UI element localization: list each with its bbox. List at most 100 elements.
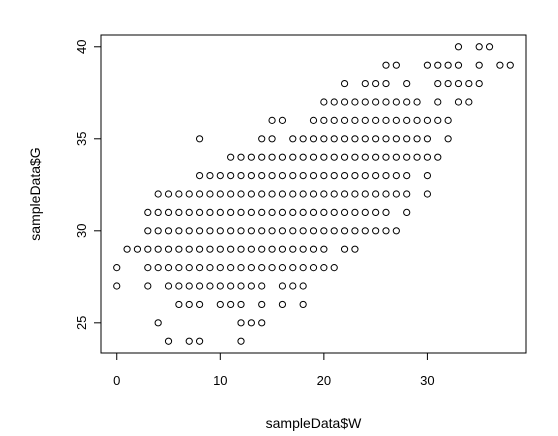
data-point [216,245,224,253]
data-point [382,171,390,180]
data-point [175,300,183,309]
data-point [258,190,266,198]
data-point [175,264,183,272]
data-point [206,190,214,198]
data-point [413,116,421,124]
data-point [278,153,287,161]
data-point [195,190,204,198]
data-point [444,79,452,88]
data-point [382,153,390,161]
data-point [340,208,349,217]
data-point [465,98,473,106]
data-point [309,245,318,253]
data-point [258,135,266,143]
data-point [372,116,380,124]
data-point [309,116,318,124]
data-point [309,135,318,143]
data-point [268,116,276,124]
data-point [216,264,224,272]
data-point [164,190,173,198]
data-point [164,227,173,235]
data-point [320,171,328,180]
data-point [382,208,390,217]
data-point [330,227,338,235]
data-point [289,153,297,161]
data-point [423,135,432,143]
data-point [154,245,162,253]
data-point [185,282,193,290]
data-point [372,79,380,88]
data-point [320,245,328,253]
data-point [258,300,266,309]
data-point [278,300,287,309]
data-point [123,245,131,253]
data-point [392,171,400,180]
data-point [175,227,183,235]
data-point [216,227,224,235]
data-point [195,227,204,235]
data-point [144,227,152,235]
data-point [444,61,452,69]
data-point [144,282,152,290]
data-point [195,337,204,345]
data-point [351,171,359,180]
data-point [278,264,287,272]
data-point [340,190,349,198]
data-point [351,153,359,161]
data-point [403,171,411,180]
data-point [289,227,297,235]
data-point [175,282,183,290]
x-tick-label: 30 [420,373,434,388]
data-point [195,245,204,253]
data-point [289,282,297,290]
data-point [206,264,214,272]
data-point [392,190,400,198]
data-point [258,153,266,161]
data-point [299,171,307,180]
data-point [382,227,390,235]
data-point [227,171,235,180]
x-axis-label: sampleData$W [266,415,362,431]
data-point [227,227,235,235]
data-point [361,208,369,217]
data-point [372,227,380,235]
data-point [372,171,380,180]
data-point [154,264,162,272]
data-point [154,208,162,217]
data-point [403,190,411,198]
y-tick-label: 30 [74,224,89,238]
data-point [309,190,318,198]
data-point [382,190,390,198]
data-point [289,171,297,180]
data-point [454,79,463,88]
data-point [133,245,142,253]
y-tick-label: 25 [74,316,89,330]
x-axis: 0 10 20 30 [113,352,435,388]
data-point [227,153,235,161]
data-point [403,98,411,106]
data-point [320,264,328,272]
data-point [268,245,276,253]
y-tick-label: 40 [74,40,89,54]
data-point [372,208,380,217]
data-point [278,208,287,217]
data-point [361,135,369,143]
data-point [164,337,173,345]
data-point [258,245,266,253]
data-point [309,171,318,180]
data-point [154,319,162,327]
data-point [247,227,255,235]
data-point [247,153,255,161]
data-point [237,227,245,235]
data-point [164,264,173,272]
data-point [392,135,400,143]
data-point [403,79,411,88]
data-point [258,319,266,327]
data-point [195,264,204,272]
data-point [237,208,245,217]
data-point [216,171,224,180]
data-point [289,190,297,198]
data-point [247,245,255,253]
data-point [268,264,276,272]
